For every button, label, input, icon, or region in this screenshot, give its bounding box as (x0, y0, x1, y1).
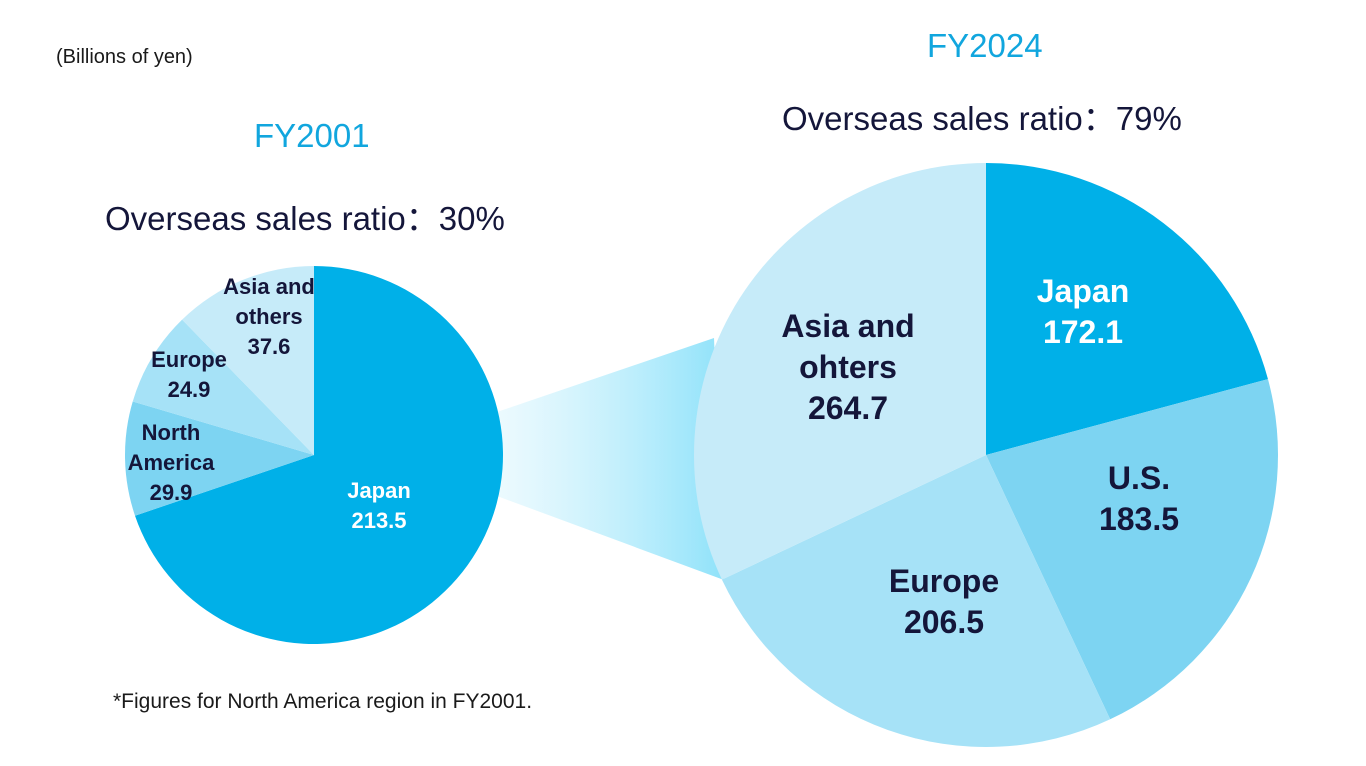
slice-label-japan: Japan 172.1 (1037, 273, 1129, 350)
slice-label-europe: Europe 24.9 (151, 347, 227, 402)
pie-slice-europe (132, 319, 314, 455)
slice-label-europe: Europe 206.5 (889, 563, 999, 640)
pie-slice-japan (135, 266, 503, 645)
pie-slice-europe (721, 455, 1111, 747)
magnify-connector (497, 338, 724, 580)
chart-subtitle-fy2024: Overseas sales ratio：79% (782, 100, 1182, 137)
chart-title-fy2024: FY2024 (927, 27, 1043, 64)
chart-title-fy2001: FY2001 (254, 117, 370, 154)
slice-label-japan: Japan 213.5 (347, 478, 411, 533)
slice-label-asia-and-others: Asia and others 37.6 (223, 274, 315, 359)
pie-slice-north-america (124, 401, 314, 516)
pie-slice-u-s (986, 379, 1278, 720)
pie-fy2001: Japan 213.5 North America 29.9 Europe 24.9Asia… (124, 266, 503, 645)
unit-note: (Billions of yen) (56, 46, 193, 68)
pie-slice-asia-and-ohters (694, 163, 986, 580)
pie-slice-asia-and-others (182, 266, 314, 455)
pie-fy2024: Japan 172.1 U.S. 183.5 Europe 206.5 Asia and oh… (694, 163, 1278, 747)
chart-subtitle-fy2001: Overseas sales ratio：30% (105, 200, 505, 237)
slice-label-u-s: U.S. 183.5 (1099, 460, 1179, 537)
pie-slice-japan (986, 163, 1268, 455)
footnote: *Figures for North America region in FY2… (113, 690, 533, 713)
slice-label-north-america: North America 29.9 (128, 420, 216, 505)
slice-label-asia-and-ohters: Asia and ohters 264.7 (781, 308, 914, 426)
